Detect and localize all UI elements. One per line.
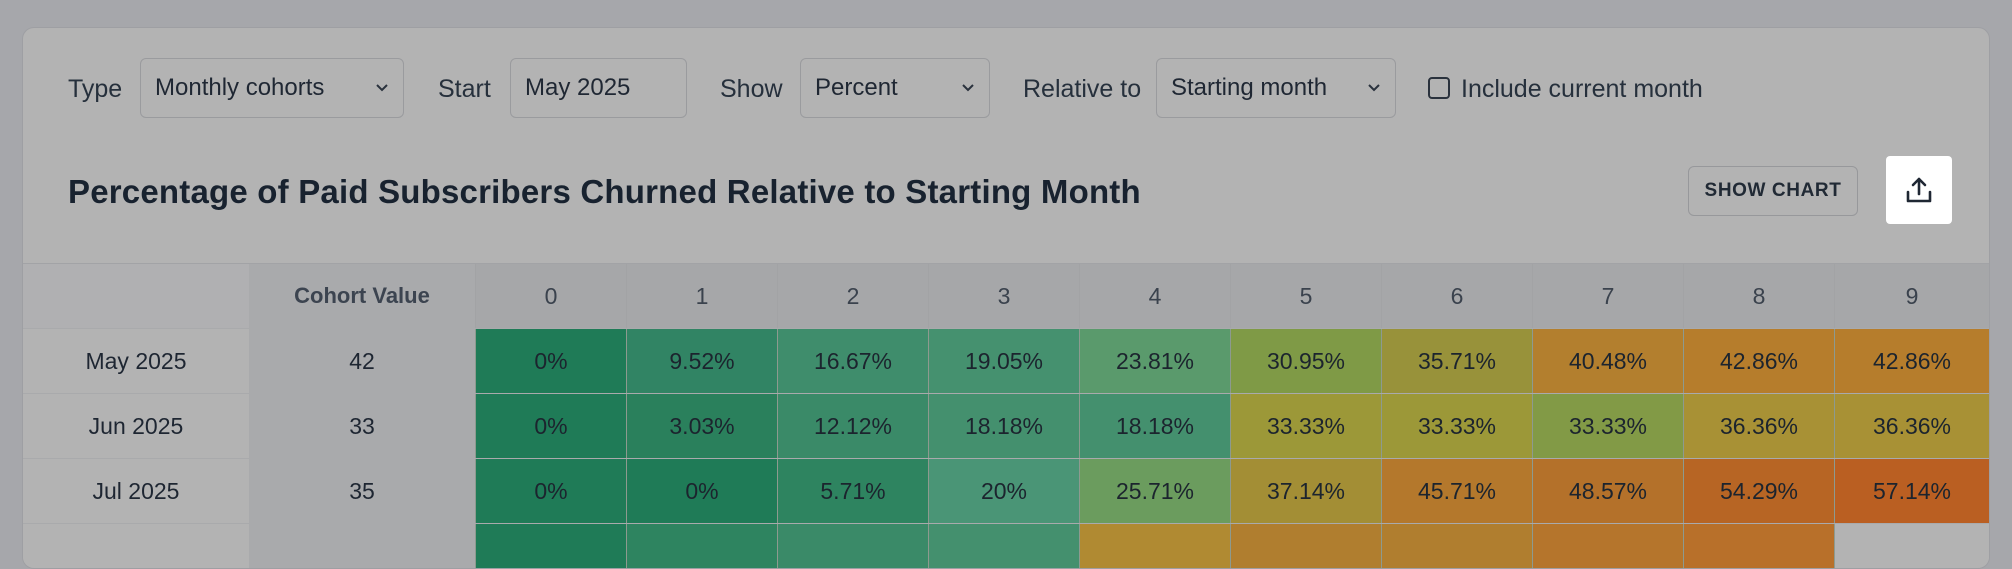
relative-to-select-value: Starting month [1171, 74, 1328, 101]
type-select[interactable]: Monthly cohorts [140, 58, 404, 118]
cohort-date: May 2025 [23, 329, 249, 393]
heat-cell: 33.33% [1381, 394, 1532, 458]
table-row: Jul 2025 35 0% 0% 5.71% 20% 25.71% 37.14… [23, 459, 1989, 524]
type-select-value: Monthly cohorts [155, 74, 325, 101]
header-cohort-value: Cohort Value [249, 264, 475, 328]
heat-cell: 30.95% [1230, 329, 1381, 393]
header-month-5: 5 [1230, 264, 1381, 328]
heat-cell: 48.57% [1532, 459, 1683, 523]
cohort-date: Jun 2025 [23, 394, 249, 458]
heat-cell: 0% [626, 459, 777, 523]
cohort-value [249, 524, 475, 568]
header-cohort [23, 264, 249, 328]
show-label: Show [720, 75, 783, 103]
relative-to-label: Relative to [1023, 75, 1142, 103]
header-month-7: 7 [1532, 264, 1683, 328]
start-month-input[interactable]: May 2025 [510, 58, 687, 118]
filter-bar: Type Monthly cohorts Start May 2025 Show… [23, 28, 1989, 148]
heat-cell: 19.05% [928, 329, 1079, 393]
include-current-month-label[interactable]: Include current month [1461, 75, 1703, 103]
heat-cell [626, 524, 777, 568]
heat-cell: 16.67% [777, 329, 928, 393]
chevron-down-icon [375, 59, 389, 117]
table-header-row: Cohort Value 0 1 2 3 4 5 6 7 8 9 [23, 264, 1989, 329]
cohort-value: 35 [249, 459, 475, 523]
heat-cell: 18.18% [928, 394, 1079, 458]
cohort-table: Cohort Value 0 1 2 3 4 5 6 7 8 9 May 202… [23, 263, 1989, 568]
heat-cell: 3.03% [626, 394, 777, 458]
page-title: Percentage of Paid Subscribers Churned R… [68, 173, 1141, 210]
heat-cell [777, 524, 928, 568]
relative-to-select[interactable]: Starting month [1156, 58, 1396, 118]
heat-cell: 36.36% [1834, 394, 1989, 458]
heat-cell: 35.71% [1381, 329, 1532, 393]
header-month-8: 8 [1683, 264, 1834, 328]
heat-cell: 9.52% [626, 329, 777, 393]
heat-cell: 0% [475, 459, 626, 523]
upload-icon [1906, 177, 1932, 203]
cohort-date [23, 524, 249, 568]
heat-cell: 0% [475, 394, 626, 458]
header-month-6: 6 [1381, 264, 1532, 328]
heat-cell: 45.71% [1381, 459, 1532, 523]
heat-cell [1230, 524, 1381, 568]
heat-cell: 33.33% [1230, 394, 1381, 458]
header-month-4: 4 [1079, 264, 1230, 328]
table-row: Jun 2025 33 0% 3.03% 12.12% 18.18% 18.18… [23, 394, 1989, 459]
chevron-down-icon [961, 59, 975, 117]
cohort-value: 42 [249, 329, 475, 393]
heat-cell: 25.71% [1079, 459, 1230, 523]
header-month-9: 9 [1834, 264, 1989, 328]
heat-cell: 40.48% [1532, 329, 1683, 393]
table-row: May 2025 42 0% 9.52% 16.67% 19.05% 23.81… [23, 329, 1989, 394]
type-label: Type [68, 75, 123, 103]
heat-cell [1834, 524, 1989, 568]
heat-cell: 20% [928, 459, 1079, 523]
heat-cell: 5.71% [777, 459, 928, 523]
chevron-down-icon [1367, 59, 1381, 117]
heat-cell [1381, 524, 1532, 568]
heat-cell: 18.18% [1079, 394, 1230, 458]
heat-cell [475, 524, 626, 568]
heat-cell [1532, 524, 1683, 568]
heat-cell: 0% [475, 329, 626, 393]
table-row-partial [23, 524, 1989, 568]
cohort-value: 33 [249, 394, 475, 458]
header-month-2: 2 [777, 264, 928, 328]
header-month-0: 0 [475, 264, 626, 328]
header-month-3: 3 [928, 264, 1079, 328]
heat-cell: 54.29% [1683, 459, 1834, 523]
heat-cell: 37.14% [1230, 459, 1381, 523]
show-select-value: Percent [815, 74, 898, 101]
include-current-month-checkbox[interactable] [1428, 77, 1450, 99]
show-select[interactable]: Percent [800, 58, 990, 118]
show-chart-button[interactable]: SHOW CHART [1688, 166, 1858, 216]
heat-cell: 33.33% [1532, 394, 1683, 458]
start-month-value: May 2025 [525, 74, 631, 101]
cohort-date: Jul 2025 [23, 459, 249, 523]
heat-cell: 42.86% [1683, 329, 1834, 393]
heat-cell: 36.36% [1683, 394, 1834, 458]
start-label: Start [438, 75, 491, 103]
heat-cell: 23.81% [1079, 329, 1230, 393]
cohort-report-card: Type Monthly cohorts Start May 2025 Show… [22, 27, 1990, 569]
heat-cell [928, 524, 1079, 568]
heat-cell [1079, 524, 1230, 568]
header-month-1: 1 [626, 264, 777, 328]
heat-cell: 57.14% [1834, 459, 1989, 523]
export-button[interactable] [1886, 156, 1952, 224]
heat-cell [1683, 524, 1834, 568]
heat-cell: 12.12% [777, 394, 928, 458]
heat-cell: 42.86% [1834, 329, 1989, 393]
